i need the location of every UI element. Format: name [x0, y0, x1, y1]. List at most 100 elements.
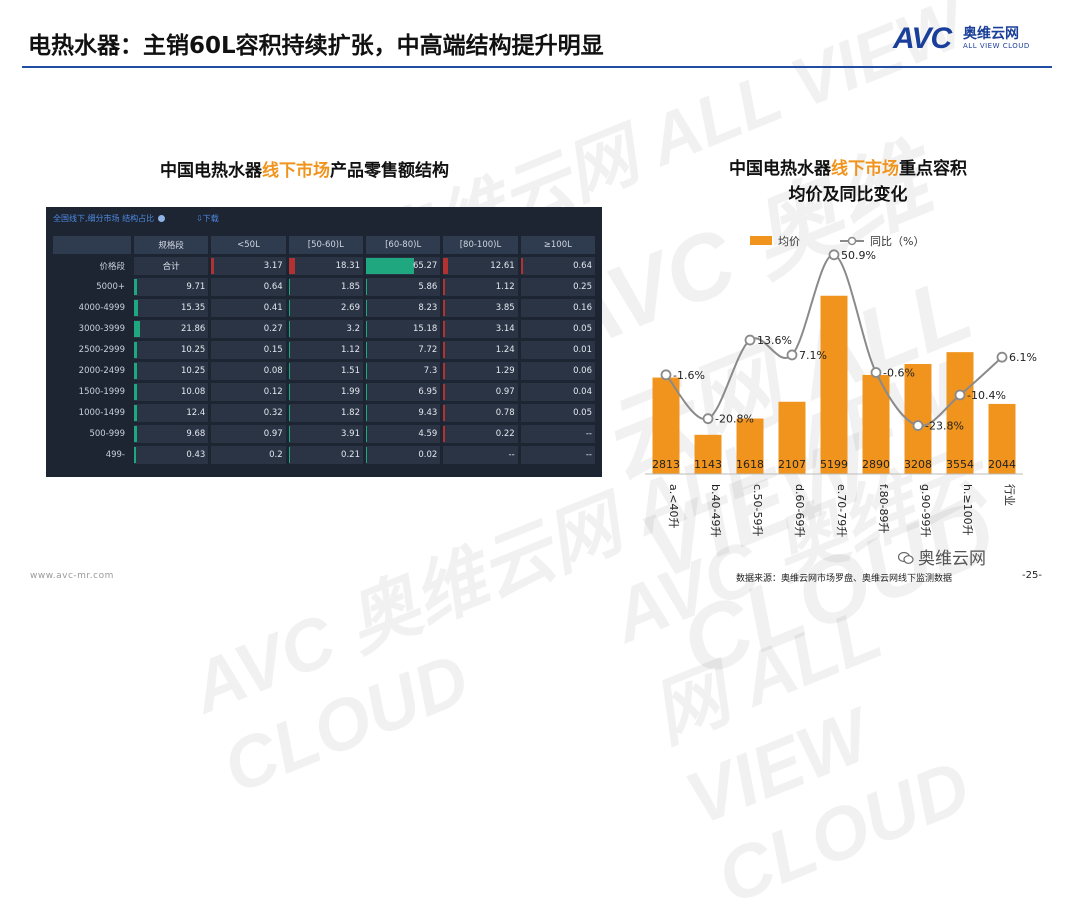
column-header[interactable]: 规格段	[134, 236, 209, 254]
bar-value-label: 2813	[652, 458, 680, 471]
column-header[interactable]: [80-100)L	[443, 236, 518, 254]
table-cell: 0.97	[211, 425, 286, 443]
cell-bar	[288, 384, 290, 400]
cell-value: 合计	[162, 262, 180, 272]
cell-bar	[365, 447, 368, 463]
cell-value: 0.08	[263, 366, 283, 376]
table-cell: 3.85	[443, 299, 518, 317]
left-title-pre: 中国电热水器	[160, 161, 262, 181]
cell-value: 0.05	[573, 408, 592, 418]
table-cell: 1.12	[288, 341, 363, 359]
right-title-post: 重点容积	[899, 159, 967, 179]
yoy-point	[912, 420, 924, 431]
yoy-point	[744, 334, 756, 346]
cell-value: 21.86	[180, 324, 206, 334]
yoy-point	[996, 351, 1008, 363]
table-row: 1000-1499 12.4 0.32 1.82 9.43 0.78 0.05	[53, 404, 595, 422]
dashboard-filter-path[interactable]: 全国线下,细分市场 结构占比	[53, 213, 166, 224]
table-cell: 0.41	[211, 299, 286, 317]
cell-value: 0.15	[263, 345, 283, 355]
cell-value: 3.85	[495, 303, 515, 313]
cell-value: 10.25	[180, 345, 206, 355]
table-cell: 0.78	[443, 404, 518, 422]
page-title: 电热水器：主销60L容积持续扩张，中高端结构提升明显	[28, 33, 604, 59]
x-tick-label: c.50-59升	[751, 484, 764, 537]
table-cell: 0.06	[520, 362, 595, 380]
table-cell: 3.14	[443, 320, 518, 338]
x-tick-label: d.60-69升	[793, 484, 806, 537]
cell-value: 0.04	[573, 387, 592, 397]
left-chart-title: 中国电热水器线下市场产品零售额结构	[160, 156, 449, 181]
cell-value: 0.02	[418, 450, 438, 460]
table-cell: 0.02	[365, 446, 441, 464]
table-cell: 7.3	[365, 362, 441, 380]
table-cell: 1.85	[288, 278, 363, 296]
bar	[904, 364, 932, 474]
bar	[778, 401, 806, 474]
table-cell: 合计	[134, 257, 209, 275]
table-header-row: 规格段 <50L [50-60)L [60-80)L [80-100)L ≥100L	[53, 236, 595, 254]
wechat-label: 奥维云网	[918, 549, 986, 569]
structure-table: 规格段 <50L [50-60)L [60-80)L [80-100)L ≥100L 价格段…	[50, 233, 598, 467]
cell-value: 15.35	[180, 303, 206, 313]
cell-value: 6.95	[418, 387, 438, 397]
column-header[interactable]: ≥100L	[520, 236, 595, 254]
cell-value: 0.2	[269, 450, 283, 460]
table-cell: 9.43	[365, 404, 441, 422]
yoy-point	[870, 367, 882, 378]
cell-value: 0.27	[263, 324, 283, 334]
x-tick-label: e.70-79升	[835, 484, 848, 537]
table-cell: 0.08	[211, 362, 286, 380]
cell-bar	[288, 426, 290, 442]
table-cell: 6.95	[365, 383, 441, 401]
table-row: 价格段 合计 3.17 18.31 65.27 12.61 0.64	[53, 257, 595, 275]
download-icon: ⇩	[196, 214, 203, 223]
cell-bar	[134, 279, 137, 295]
cell-value: 0.64	[263, 282, 283, 292]
cell-value: 0.16	[573, 303, 592, 313]
row-label: 5000+	[96, 282, 125, 292]
cell-value: 2.69	[341, 303, 360, 313]
yoy-label: 6.1%	[1009, 351, 1037, 364]
column-header[interactable]: <50L	[211, 236, 286, 254]
table-cell: 15.35	[134, 299, 209, 317]
x-tick-label: h.≥100升	[961, 484, 974, 536]
cell-bar	[134, 405, 138, 421]
left-title-highlight: 线下市场	[262, 161, 330, 181]
legend-label-price: 均价	[778, 235, 800, 248]
cell-bar	[288, 342, 290, 358]
data-source: 数据来源：奥维云网市场罗盘、奥维云网线下监测数据	[736, 574, 953, 584]
footer-url[interactable]: www.avc-mr.com	[30, 571, 114, 581]
yoy-label: -0.6%	[883, 367, 915, 380]
column-header[interactable]: [60-80)L	[365, 236, 441, 254]
left-title-post: 产品零售额结构	[330, 161, 449, 181]
download-link[interactable]: ⇩下载	[196, 213, 219, 224]
table-cell: 15.18	[365, 320, 441, 338]
table-cell: 1.29	[443, 362, 518, 380]
table-cell: 0.01	[520, 341, 595, 359]
cell-value: 15.18	[412, 324, 438, 334]
download-label: 下载	[202, 214, 219, 223]
cell-bar	[365, 258, 415, 274]
info-icon[interactable]	[158, 215, 166, 222]
yoy-point	[954, 389, 966, 401]
row-label: 3000-3999	[78, 324, 125, 334]
cell-bar	[288, 447, 290, 463]
cell-bar	[443, 405, 445, 421]
table-cell: --	[443, 446, 518, 464]
table-cell: 0.64	[520, 257, 595, 275]
x-tick-label: g.90-99升	[919, 484, 932, 537]
cell-bar	[288, 279, 290, 295]
cell-value: 0.97	[263, 429, 283, 439]
cell-value: 0.25	[573, 282, 592, 292]
column-header[interactable]: [50-60)L	[288, 236, 363, 254]
cell-bar	[288, 405, 290, 421]
bar	[652, 377, 680, 474]
table-cell: 2.69	[288, 299, 363, 317]
bar	[946, 352, 974, 474]
table-row: 1500-1999 10.08 0.12 1.99 6.95 0.97 0.04	[53, 383, 595, 401]
cell-bar	[288, 363, 290, 379]
right-chart-title: 中国电热水器线下市场重点容积 均价及同比变化	[688, 156, 1008, 208]
table-cell: 1.12	[443, 278, 518, 296]
cell-value: 5.86	[418, 282, 438, 292]
